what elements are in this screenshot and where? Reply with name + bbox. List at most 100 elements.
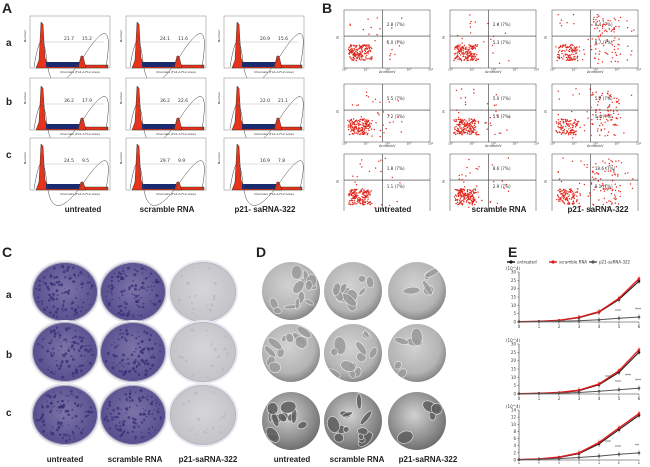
x-tick-label: 10⁰ [342, 142, 348, 146]
series-line-1 [518, 349, 640, 395]
colony [140, 339, 144, 344]
cell-dot [468, 59, 470, 61]
cell-dot [466, 53, 468, 55]
cell-dot [360, 54, 362, 56]
colony [144, 409, 147, 412]
cell-dot [607, 110, 609, 112]
cell-dot [558, 47, 560, 49]
cell-dot [350, 198, 353, 200]
cell-dot [485, 121, 487, 124]
colony [50, 332, 52, 334]
cell-dot [462, 47, 465, 50]
colony [197, 417, 201, 421]
cell-dot [563, 188, 565, 191]
cell-dot [557, 189, 559, 192]
cell-dot [358, 198, 361, 201]
cell-dot [557, 119, 560, 121]
cell-dot [609, 109, 612, 112]
cell-dot [459, 132, 461, 135]
cell-dot [556, 122, 558, 124]
colony [117, 311, 121, 315]
cell-dot [350, 119, 353, 121]
cell-dot [607, 53, 609, 55]
cell-dot [575, 88, 577, 90]
colony [58, 349, 60, 351]
cell-dot [574, 126, 577, 128]
colony [78, 427, 80, 430]
cell-dot [559, 126, 561, 129]
cell-dot [359, 130, 362, 132]
cell-dot [597, 36, 600, 38]
cell [355, 341, 368, 356]
cell-dot [457, 195, 459, 198]
cell [424, 267, 440, 278]
s-phase-value: 20.9 [260, 36, 270, 42]
colony-dish-c-0 [32, 385, 98, 445]
scatter-2-0: 1.8 (7%)1.1 (7%)AnnexinVPI10⁰10¹10²10³10… [336, 153, 431, 211]
cell-dot [356, 123, 358, 125]
cell [357, 275, 367, 283]
cell-dot [367, 132, 369, 135]
cell-dot [362, 118, 365, 121]
cell-dot [608, 114, 610, 117]
cell-dot [576, 124, 578, 126]
cell-dot [453, 59, 455, 62]
cell-dot [455, 126, 457, 128]
cell-dot [601, 43, 603, 45]
significance-mark: *** [635, 378, 641, 383]
scatter-frame [551, 83, 639, 143]
cell-dot [354, 203, 356, 205]
cell-dot [368, 47, 371, 50]
cell-dot [574, 194, 576, 196]
cell-dot [630, 54, 632, 56]
cell-dot [592, 204, 595, 206]
colony [153, 285, 156, 287]
colony [147, 286, 150, 288]
cell-dot [614, 51, 617, 54]
colony [63, 302, 65, 304]
cell-dot [566, 53, 568, 56]
colony [63, 267, 65, 269]
x-tick-label: 10² [385, 142, 391, 146]
cell-dot [455, 46, 457, 48]
cell-dot [364, 125, 367, 128]
cell-dot [615, 124, 617, 126]
colony [150, 272, 153, 275]
cell-dot [361, 166, 363, 168]
cell-dot [477, 120, 479, 123]
colony [62, 403, 66, 407]
cell-dot [374, 98, 377, 100]
cell-dot [461, 199, 463, 202]
cell-dot [466, 190, 469, 192]
cell-dot [486, 103, 489, 105]
cell-dot [461, 129, 463, 132]
colony [141, 360, 145, 364]
x-tick-label: 10⁴ [636, 68, 642, 72]
colony [149, 300, 152, 302]
cell-dot [471, 48, 474, 50]
cell-dot [460, 203, 463, 205]
cell-dot [566, 119, 569, 122]
colony [80, 339, 84, 343]
cell [368, 347, 378, 359]
cell-dot [366, 194, 369, 197]
cell-dot [471, 130, 473, 132]
cell-dot [472, 131, 474, 134]
cell-dot [557, 90, 559, 92]
colony [80, 281, 83, 283]
cell-dot [475, 132, 477, 134]
cell-dot [466, 132, 468, 134]
cell-dot [574, 130, 576, 132]
colony [73, 273, 76, 277]
cell-dot [400, 131, 402, 133]
cell-dot [462, 55, 465, 57]
cell-dot [360, 190, 363, 193]
cell-dot [614, 19, 617, 21]
cell-dot [603, 23, 605, 26]
cell-dot [614, 60, 617, 62]
cell-dot [466, 166, 468, 169]
cell-dot [352, 197, 354, 200]
colony [38, 279, 41, 283]
cell-dot [356, 56, 359, 59]
